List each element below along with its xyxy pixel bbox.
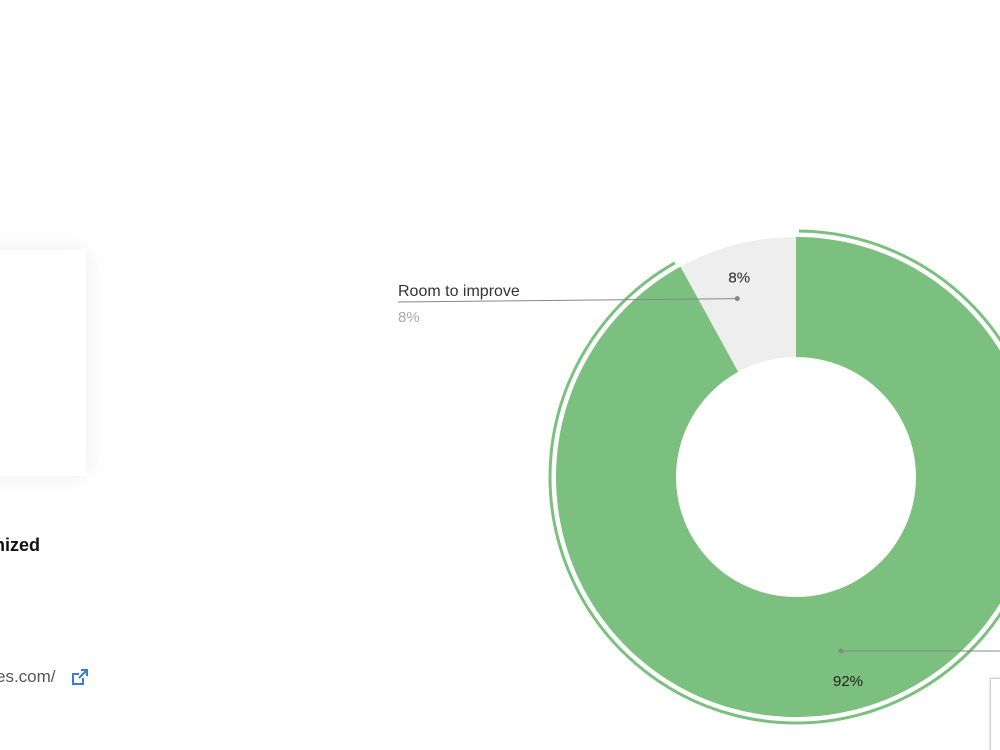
external-link-icon[interactable] <box>70 667 90 687</box>
info-card <box>0 250 86 476</box>
donut-slice <box>680 236 796 372</box>
donut-slice-ring <box>548 229 1000 725</box>
site-link-text[interactable]: es.com/ <box>0 667 56 686</box>
slice-value-label: 92% <box>833 673 863 690</box>
status-title: nized <box>0 535 41 555</box>
donut-slice <box>555 237 1000 717</box>
callout-line <box>397 298 738 303</box>
external-link-icon-svg <box>71 669 88 685</box>
callout-label: Room to improve <box>398 283 520 300</box>
slice-value-label: 8% <box>728 270 750 287</box>
scroll-widget[interactable] <box>990 678 1000 750</box>
callout-value: 8% <box>398 309 420 326</box>
site-link[interactable]: es.com/ <box>0 667 90 687</box>
